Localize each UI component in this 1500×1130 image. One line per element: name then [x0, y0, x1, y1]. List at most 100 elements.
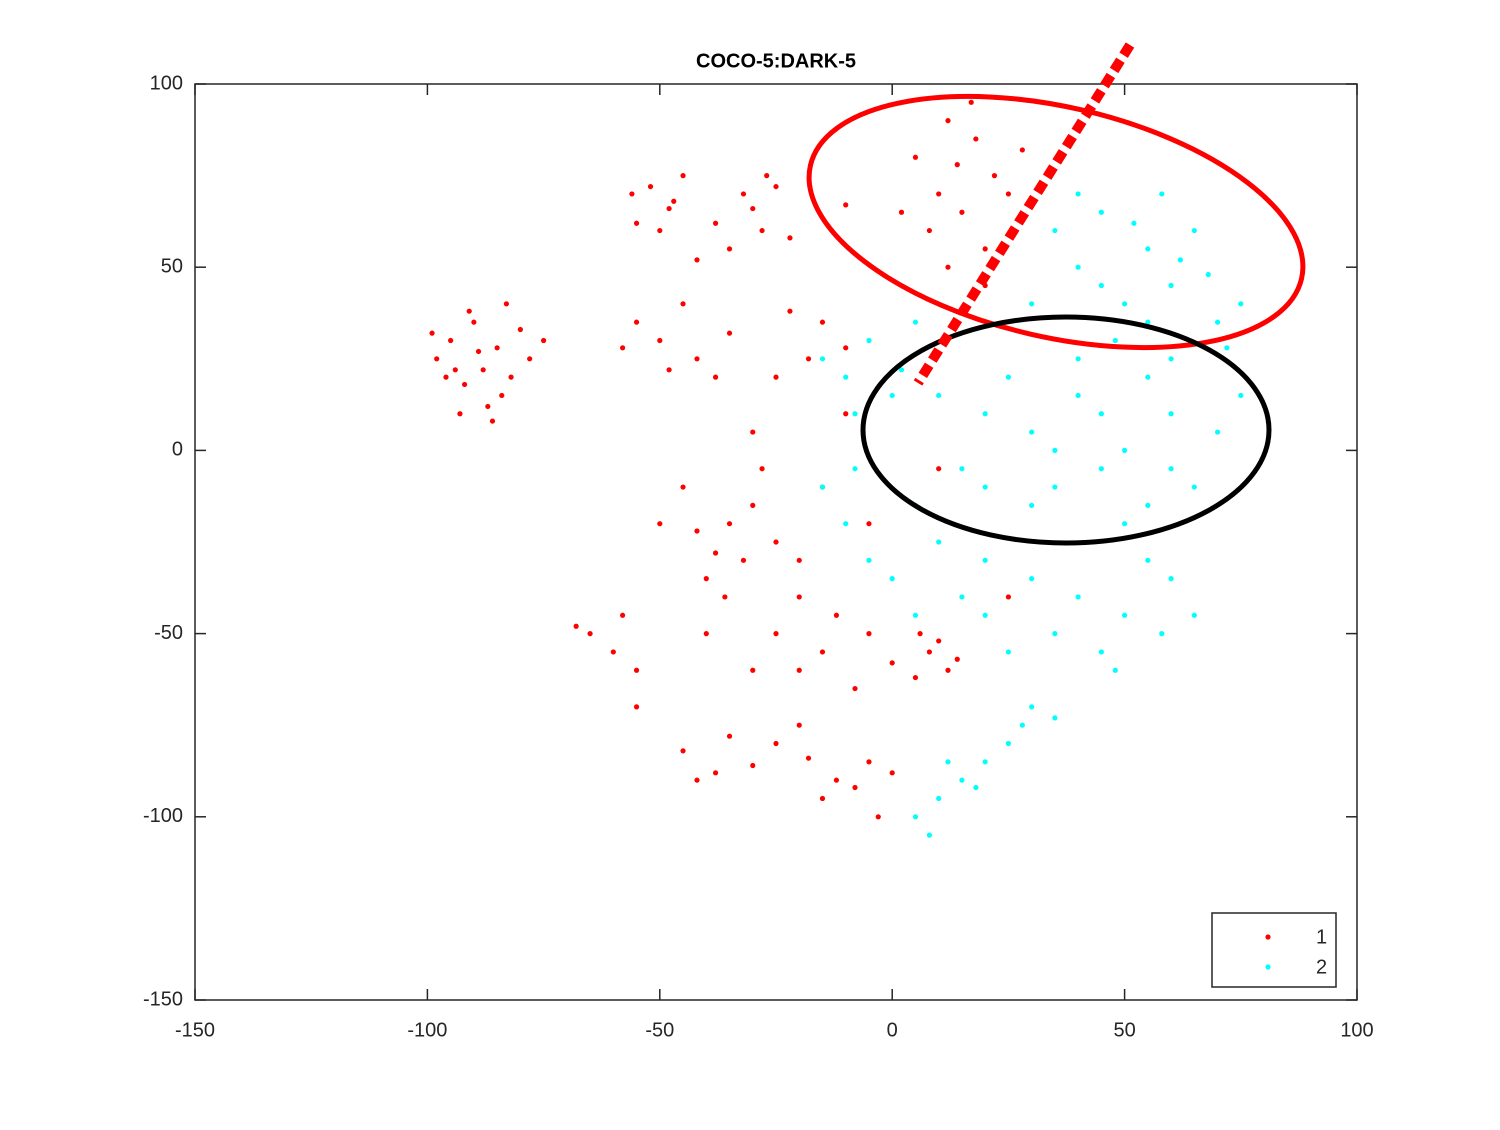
- point: [633, 220, 640, 226]
- y-tick-label: 100: [150, 72, 183, 94]
- point: [671, 198, 677, 204]
- point: [936, 638, 942, 644]
- point: [1191, 484, 1197, 490]
- point: [750, 667, 756, 673]
- point: [694, 356, 700, 362]
- point: [722, 594, 728, 600]
- point: [633, 667, 640, 673]
- x-tick-label: -50: [645, 1019, 674, 1041]
- point: [759, 227, 765, 234]
- point: [959, 209, 965, 215]
- y-tick-label: 0: [172, 439, 183, 461]
- point: [694, 777, 700, 783]
- point: [1131, 220, 1137, 226]
- point: [912, 612, 919, 618]
- point: [629, 191, 635, 197]
- point: [494, 345, 500, 351]
- point: [982, 759, 988, 765]
- point: [787, 235, 793, 241]
- point: [499, 392, 505, 399]
- point: [852, 466, 858, 472]
- point: [889, 660, 895, 666]
- point: [819, 356, 826, 362]
- point: [508, 374, 514, 380]
- point: [968, 99, 974, 105]
- point: [1005, 191, 1012, 197]
- x-tick-label: -150: [175, 1019, 215, 1041]
- point: [1177, 257, 1183, 263]
- point: [1098, 282, 1104, 289]
- point: [796, 557, 802, 563]
- point: [1029, 301, 1035, 307]
- point: [796, 722, 802, 728]
- point: [466, 308, 472, 314]
- point: [1122, 521, 1128, 527]
- point: [620, 345, 626, 351]
- point: [1052, 715, 1058, 721]
- point: [1159, 631, 1165, 637]
- y-tick-label: 50: [161, 255, 183, 277]
- point: [1214, 319, 1221, 325]
- point: [726, 246, 733, 252]
- point: [1052, 631, 1058, 637]
- point: [1145, 374, 1151, 380]
- legend: 12: [1211, 912, 1337, 988]
- point: [1191, 612, 1197, 618]
- black-ellipse: [860, 314, 1272, 546]
- x-tick-label: 100: [1340, 1019, 1373, 1041]
- point: [633, 319, 640, 325]
- point: [680, 484, 686, 490]
- point: [773, 183, 779, 190]
- point: [912, 154, 919, 160]
- point: [852, 685, 858, 692]
- point: [657, 337, 663, 344]
- point: [945, 264, 951, 270]
- point: [982, 411, 988, 417]
- point: [805, 356, 812, 362]
- point: [852, 411, 858, 417]
- point: [703, 631, 709, 637]
- point: [434, 356, 440, 362]
- point: [926, 832, 932, 838]
- legend-label: 1: [1316, 926, 1327, 948]
- point: [503, 301, 510, 307]
- point: [740, 191, 747, 197]
- point: [680, 301, 686, 307]
- point: [936, 191, 942, 197]
- point: [1052, 447, 1058, 453]
- point: [1214, 429, 1221, 435]
- point: [1052, 484, 1058, 490]
- x-tick-label: 0: [887, 1019, 898, 1041]
- y-tick-label: -100: [143, 805, 183, 827]
- point: [1075, 392, 1081, 399]
- point: [750, 205, 756, 212]
- point: [712, 770, 719, 776]
- point: [759, 466, 765, 472]
- point: [610, 649, 616, 655]
- point: [866, 759, 872, 765]
- point: [912, 814, 919, 820]
- point: [819, 319, 826, 325]
- point: [1029, 502, 1035, 508]
- point: [1145, 319, 1151, 325]
- point: [1168, 576, 1174, 582]
- point: [843, 411, 849, 417]
- point: [926, 227, 932, 234]
- point: [954, 656, 960, 662]
- point: [1112, 337, 1118, 344]
- point: [982, 484, 988, 490]
- point: [1145, 557, 1151, 563]
- point: [1122, 301, 1128, 307]
- point: [666, 205, 672, 212]
- point: [712, 220, 719, 226]
- point: [1075, 264, 1081, 270]
- point: [875, 814, 881, 820]
- point: [982, 557, 988, 563]
- point: [959, 466, 965, 472]
- point: [819, 649, 826, 655]
- point: [1168, 282, 1174, 289]
- point: [889, 770, 895, 776]
- point: [773, 631, 779, 637]
- point: [1168, 466, 1174, 472]
